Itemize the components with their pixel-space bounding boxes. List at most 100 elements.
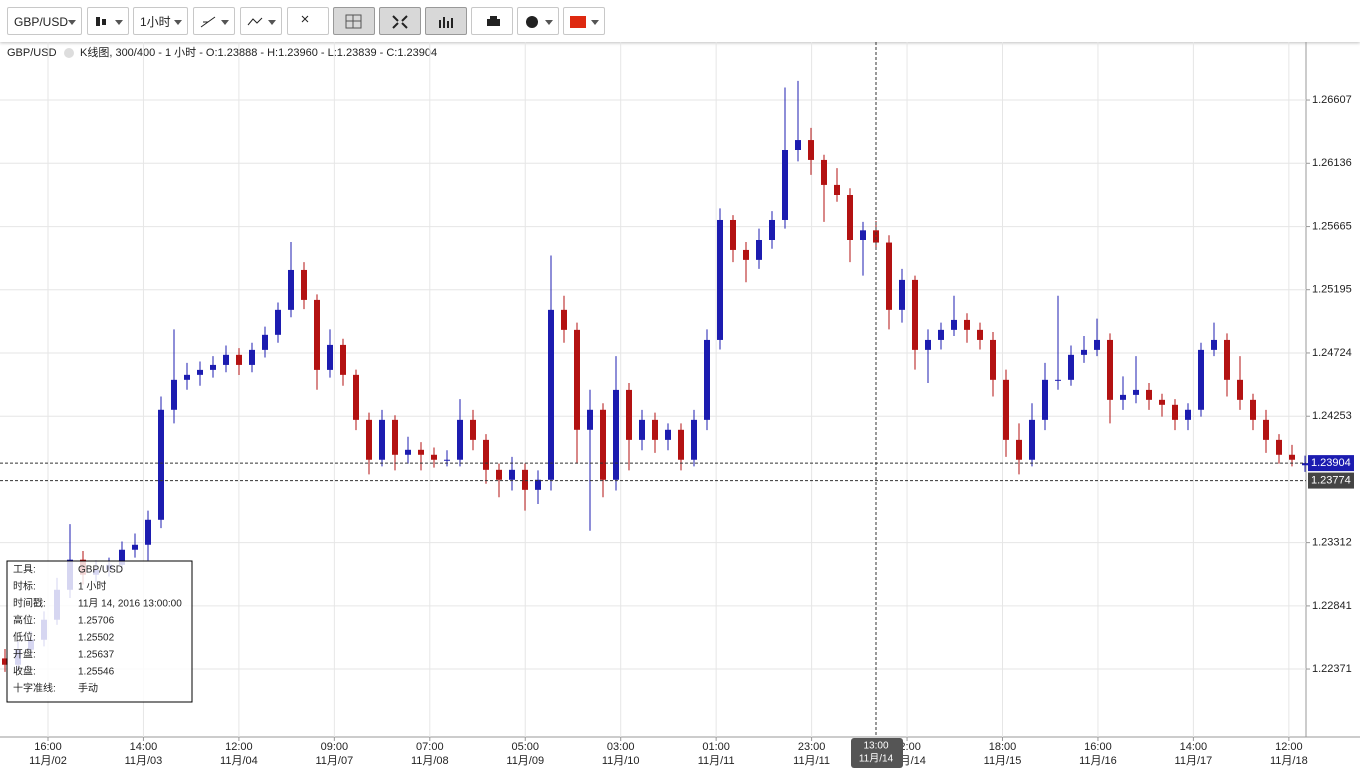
- candle-body: [990, 339, 996, 380]
- infobox-value: 1.25546: [78, 667, 115, 678]
- candle-body: [548, 309, 554, 480]
- y-tick-label: 1.22371: [1312, 663, 1352, 675]
- candle-body: [119, 549, 125, 565]
- clear-button[interactable]: [287, 7, 329, 35]
- candle-body: [626, 389, 632, 440]
- candle-body: [249, 349, 255, 365]
- x-tick-label: 07:00: [416, 741, 444, 753]
- candle-body: [158, 409, 164, 520]
- crosshair-price-bg: [1308, 472, 1354, 489]
- fullscreen-button[interactable]: [379, 7, 421, 35]
- candle-body: [899, 279, 905, 310]
- chart-symbol: GBP/USD: [7, 47, 57, 59]
- infobox-value: 11月 14, 2016 13:00:00: [78, 598, 182, 610]
- x-tick-label: 11月/15: [984, 755, 1022, 767]
- candle-body: [678, 429, 684, 460]
- volume-toggle[interactable]: [425, 7, 467, 35]
- interval-text: 1小时: [140, 15, 171, 29]
- candle-body: [1120, 394, 1126, 400]
- x-tick-label: 16:00: [1084, 741, 1112, 753]
- symbol-select[interactable]: GBP/USD: [7, 7, 82, 35]
- candle-body: [327, 344, 333, 370]
- candle-body: [756, 239, 762, 260]
- candle-body: [691, 419, 697, 460]
- draw-select[interactable]: [240, 7, 282, 35]
- candle-body: [1055, 379, 1061, 381]
- crosshair-price: 1.23774: [1311, 474, 1351, 486]
- infobox-value: GBP/USD: [78, 565, 123, 576]
- candle-body: [860, 230, 866, 240]
- y-tick-label: 1.26607: [1312, 94, 1352, 106]
- candle-body: [743, 249, 749, 260]
- candle-body: [470, 419, 476, 440]
- indicator-select[interactable]: [193, 7, 235, 35]
- x-tick-label: 11月/09: [506, 755, 544, 767]
- candle-body: [171, 379, 177, 410]
- x-tick-label: 11月/02: [29, 755, 67, 767]
- infobox-value: 1.25706: [78, 616, 115, 627]
- candle-body: [808, 140, 814, 160]
- x-tick-label: 18:00: [989, 741, 1017, 753]
- candle-body: [1172, 404, 1178, 420]
- x-tick-label: 11月/11: [793, 755, 830, 767]
- candle-body: [977, 329, 983, 340]
- infobox-label: 十字准线:: [13, 682, 56, 695]
- candle-body: [431, 454, 437, 460]
- infobox-value: 1.25502: [78, 633, 115, 644]
- crosshair-date: 11月/14: [859, 753, 894, 765]
- x-tick-label: 11月/17: [1175, 755, 1213, 767]
- print-button[interactable]: [471, 7, 513, 35]
- candle-body: [834, 184, 840, 195]
- candle-body: [1003, 379, 1009, 440]
- x-tick-label: 12:00: [1275, 741, 1303, 753]
- candle-body: [1016, 439, 1022, 460]
- candle-body: [964, 319, 970, 330]
- candle-body: [145, 519, 151, 545]
- candle-body: [392, 419, 398, 455]
- icon: [392, 15, 408, 29]
- x-tick-label: 11月/18: [1270, 755, 1308, 767]
- candle-body: [366, 419, 372, 460]
- candle-body: [1276, 439, 1282, 455]
- candle-body: [1133, 389, 1139, 395]
- infobox-label: 低位:: [13, 631, 36, 644]
- interval-select[interactable]: 1小时: [133, 7, 188, 35]
- x-tick-label: 11月/08: [411, 755, 449, 767]
- infobox-value: 手动: [78, 682, 98, 695]
- candle-body: [951, 319, 957, 330]
- candle-body: [821, 159, 827, 185]
- toolbar: GBP/USD 1小时: [0, 0, 1360, 42]
- candle-body: [132, 544, 138, 550]
- candle-body: [197, 369, 203, 375]
- candle-body: [236, 354, 242, 365]
- language-select[interactable]: [563, 7, 605, 35]
- infobox-label: 时标:: [13, 581, 36, 593]
- candle-body: [1146, 389, 1152, 400]
- candle-body: [730, 219, 736, 250]
- chart: GBP/USD K线图, 300/400 - 1 小时 - O:1.23888 …: [0, 42, 1360, 768]
- y-tick-label: 1.25195: [1312, 284, 1352, 296]
- x-tick-label: 12:00: [225, 741, 253, 753]
- candle-body: [652, 419, 658, 440]
- candle-body: [522, 469, 528, 490]
- candle-body: [1198, 349, 1204, 410]
- infobox-label: 开盘:: [13, 648, 36, 661]
- candle-body: [1211, 339, 1217, 350]
- y-tick-label: 1.24724: [1312, 347, 1352, 359]
- y-tick-label: 1.22841: [1312, 600, 1352, 612]
- grid-toggle[interactable]: [333, 7, 375, 35]
- candle-body: [769, 219, 775, 240]
- icon: [439, 17, 453, 28]
- candle-body: [1159, 399, 1165, 405]
- x-tick-label: 11月/11: [698, 755, 735, 767]
- theme-select[interactable]: [517, 7, 559, 35]
- candle-body: [1081, 349, 1087, 355]
- candle-body: [795, 140, 801, 150]
- candle-body: [340, 344, 346, 375]
- candle-body: [1302, 463, 1308, 466]
- flag-icon: [570, 16, 586, 28]
- candle-body: [509, 469, 515, 480]
- candle-body: [1263, 419, 1269, 440]
- chart-type-select[interactable]: [87, 7, 129, 35]
- icon: [247, 17, 263, 26]
